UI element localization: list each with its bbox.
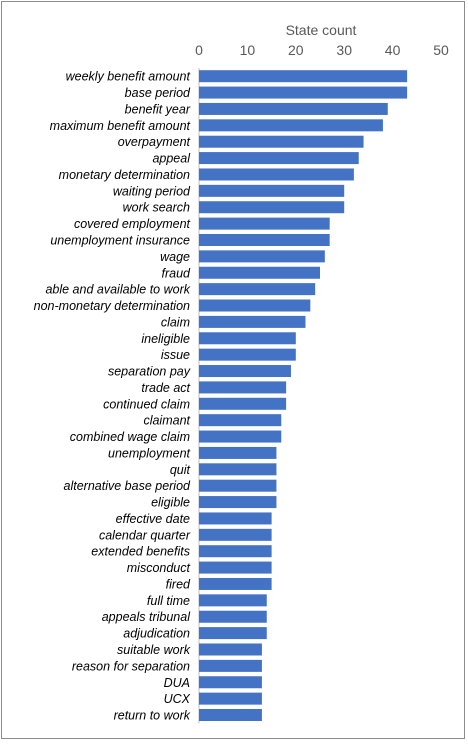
category-label: adjudication	[123, 627, 190, 641]
bar	[199, 201, 345, 214]
category-label: claim	[161, 315, 190, 329]
category-label: appeals tribunal	[102, 610, 191, 624]
bar	[199, 561, 272, 574]
bar	[199, 594, 267, 607]
bar	[199, 184, 345, 197]
bar	[199, 709, 262, 722]
x-tick-label: 0	[195, 42, 203, 58]
category-label: base period	[125, 86, 191, 100]
bar	[199, 446, 277, 459]
category-label: unemployment	[108, 446, 191, 460]
category-label: full time	[147, 594, 190, 608]
category-label: benefit year	[125, 102, 191, 116]
category-label: covered employment	[74, 217, 191, 231]
bar	[199, 168, 354, 181]
category-label: continued claim	[103, 397, 190, 411]
bar	[199, 283, 316, 296]
category-label: quit	[170, 463, 191, 477]
category-label: claimant	[143, 414, 190, 428]
bar	[199, 643, 262, 656]
bar	[199, 119, 383, 132]
bar	[199, 70, 408, 83]
x-tick-label: 10	[240, 42, 256, 58]
category-label: separation pay	[108, 365, 191, 379]
category-label: weekly benefit amount	[66, 70, 191, 84]
bar	[199, 692, 262, 705]
category-label: non-monetary determination	[34, 299, 190, 313]
category-label: misconduct	[127, 561, 191, 575]
bar	[199, 348, 296, 361]
bar	[199, 365, 291, 378]
category-label: monetary determination	[59, 168, 190, 182]
bar	[199, 299, 311, 312]
category-label: UCX	[164, 692, 191, 706]
bar	[199, 414, 282, 427]
category-label: effective date	[116, 512, 190, 526]
bar	[199, 545, 272, 558]
category-label: waiting period	[113, 184, 191, 198]
bar	[199, 430, 282, 443]
category-label: wage	[160, 250, 190, 264]
bar	[199, 512, 272, 525]
bar	[199, 217, 330, 230]
bar	[199, 627, 267, 640]
bar	[199, 381, 287, 394]
category-label: suitable work	[117, 643, 191, 657]
category-label: appeal	[152, 152, 191, 166]
x-tick-label: 40	[385, 42, 401, 58]
bar	[199, 86, 408, 99]
category-label: fraud	[162, 266, 192, 280]
bar	[199, 659, 262, 672]
bar	[199, 102, 388, 115]
category-label: reason for separation	[72, 659, 190, 673]
bar	[199, 152, 359, 165]
bar	[199, 315, 306, 328]
x-tick-label: 50	[433, 42, 449, 58]
bar	[199, 332, 296, 345]
bar	[199, 676, 262, 689]
category-label: fired	[166, 577, 191, 591]
bar	[199, 397, 287, 410]
category-label: return to work	[114, 709, 191, 723]
category-label: DUA	[164, 676, 190, 690]
bar	[199, 135, 364, 148]
category-label: maximum benefit amount	[50, 119, 191, 133]
bar	[199, 479, 277, 492]
category-label: trade act	[141, 381, 190, 395]
category-label: work search	[123, 201, 190, 215]
x-tick-label: 30	[336, 42, 352, 58]
category-label: able and available to work	[45, 283, 190, 297]
bar	[199, 250, 325, 263]
x-axis-title: State count	[286, 22, 357, 38]
x-tick-label: 20	[288, 42, 304, 58]
bar	[199, 233, 330, 246]
bar	[199, 463, 277, 476]
category-label: eligible	[151, 496, 190, 510]
bar	[199, 266, 320, 279]
category-label: unemployment insurance	[50, 233, 190, 247]
category-label: ineligible	[141, 332, 190, 346]
bar	[199, 496, 277, 509]
bar	[199, 577, 272, 590]
category-label: overpayment	[118, 135, 191, 149]
bar	[199, 528, 272, 541]
category-label: alternative base period	[64, 479, 192, 493]
bar	[199, 610, 267, 623]
category-label: issue	[161, 348, 190, 362]
category-label: calendar quarter	[99, 528, 191, 542]
category-label: extended benefits	[91, 545, 190, 559]
category-label: combined wage claim	[70, 430, 190, 444]
